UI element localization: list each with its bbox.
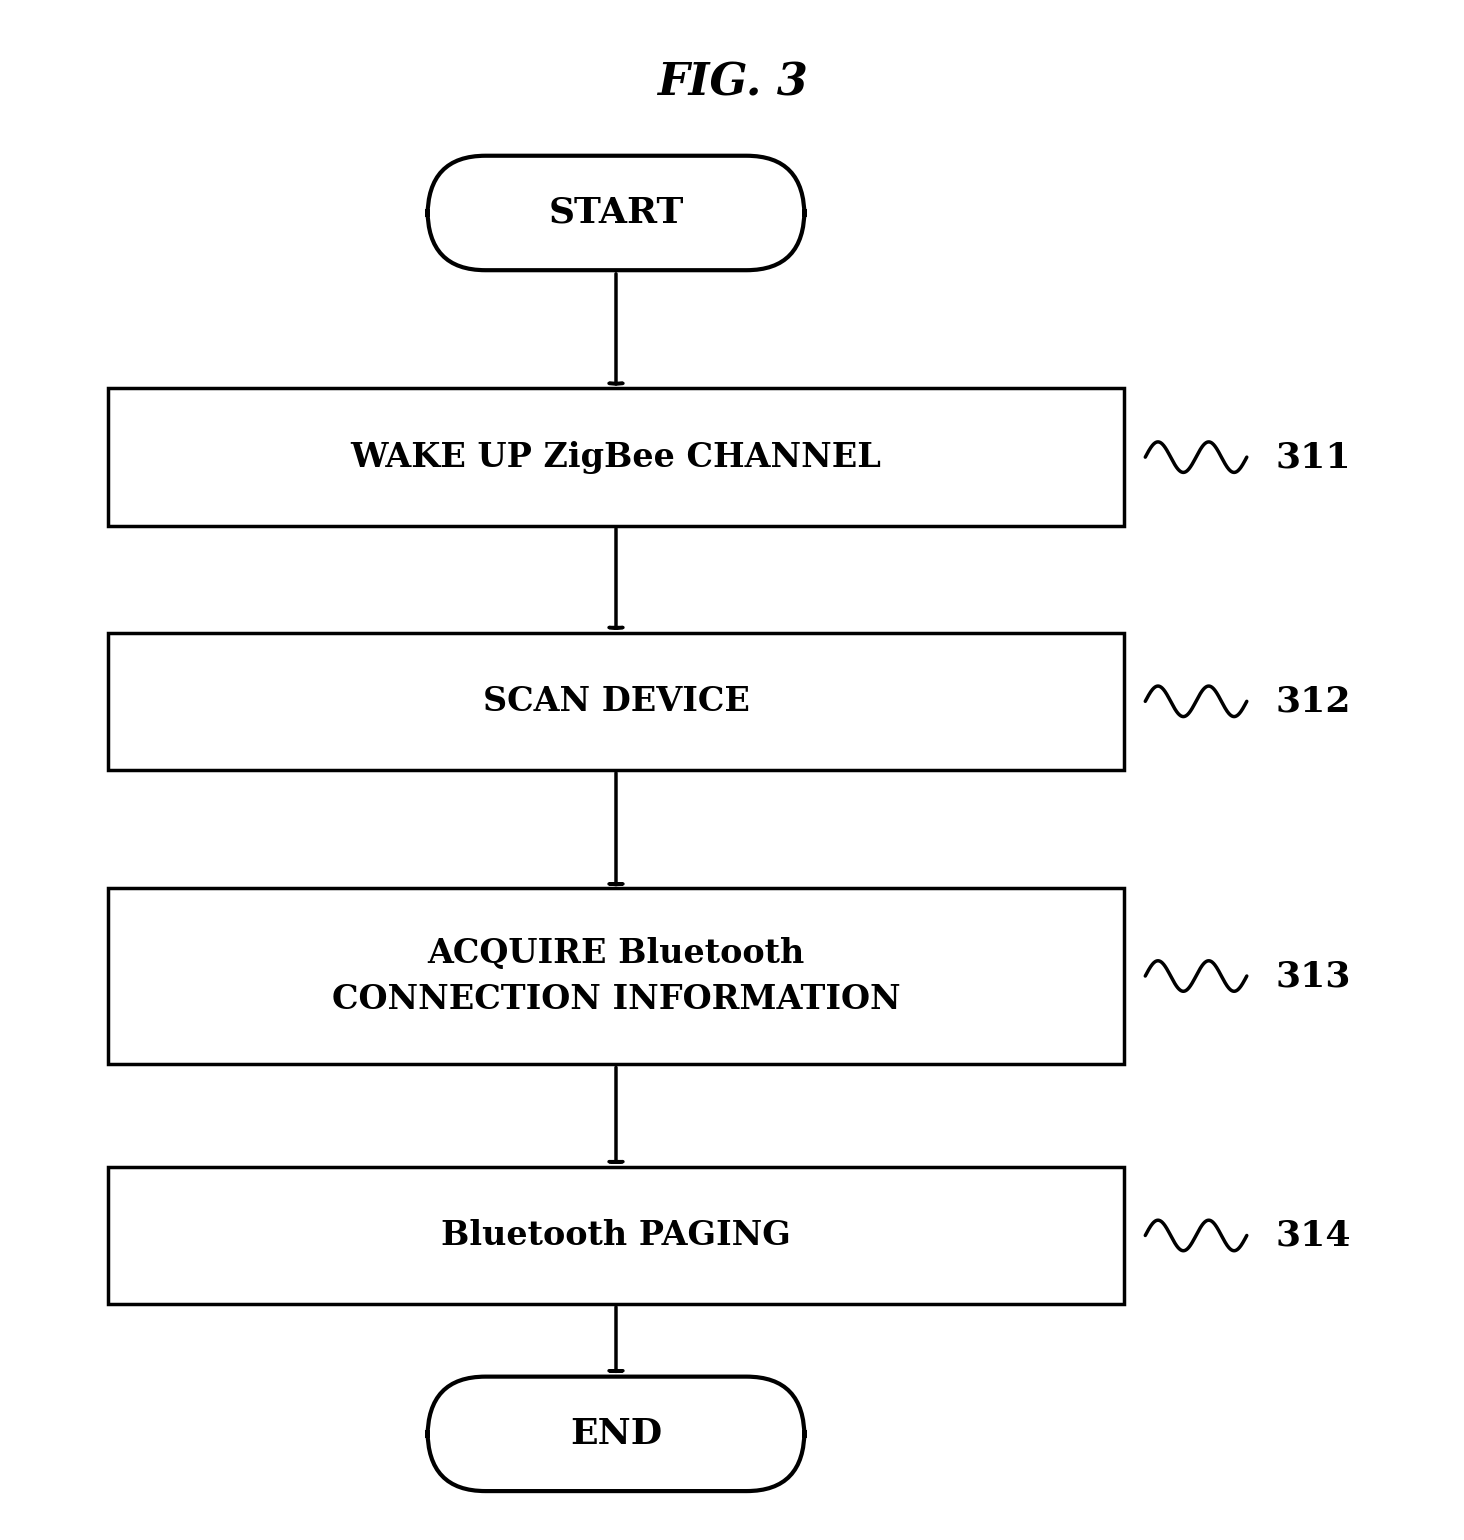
FancyBboxPatch shape — [108, 633, 1123, 770]
Text: ACQUIRE Bluetooth
CONNECTION INFORMATION: ACQUIRE Bluetooth CONNECTION INFORMATION — [332, 936, 900, 1015]
FancyBboxPatch shape — [427, 1377, 805, 1491]
FancyBboxPatch shape — [108, 1167, 1123, 1304]
FancyBboxPatch shape — [108, 889, 1123, 1064]
Text: 311: 311 — [1275, 440, 1351, 474]
Text: 314: 314 — [1275, 1218, 1351, 1252]
Text: 313: 313 — [1275, 959, 1351, 993]
Text: SCAN DEVICE: SCAN DEVICE — [483, 685, 750, 718]
FancyBboxPatch shape — [108, 388, 1123, 525]
Text: 312: 312 — [1275, 684, 1351, 718]
Text: WAKE UP ZigBee CHANNEL: WAKE UP ZigBee CHANNEL — [350, 440, 881, 474]
Text: START: START — [549, 196, 684, 229]
Text: FIG. 3: FIG. 3 — [656, 62, 808, 105]
Text: Bluetooth PAGING: Bluetooth PAGING — [441, 1220, 791, 1252]
FancyBboxPatch shape — [427, 156, 805, 270]
Text: END: END — [569, 1417, 662, 1451]
